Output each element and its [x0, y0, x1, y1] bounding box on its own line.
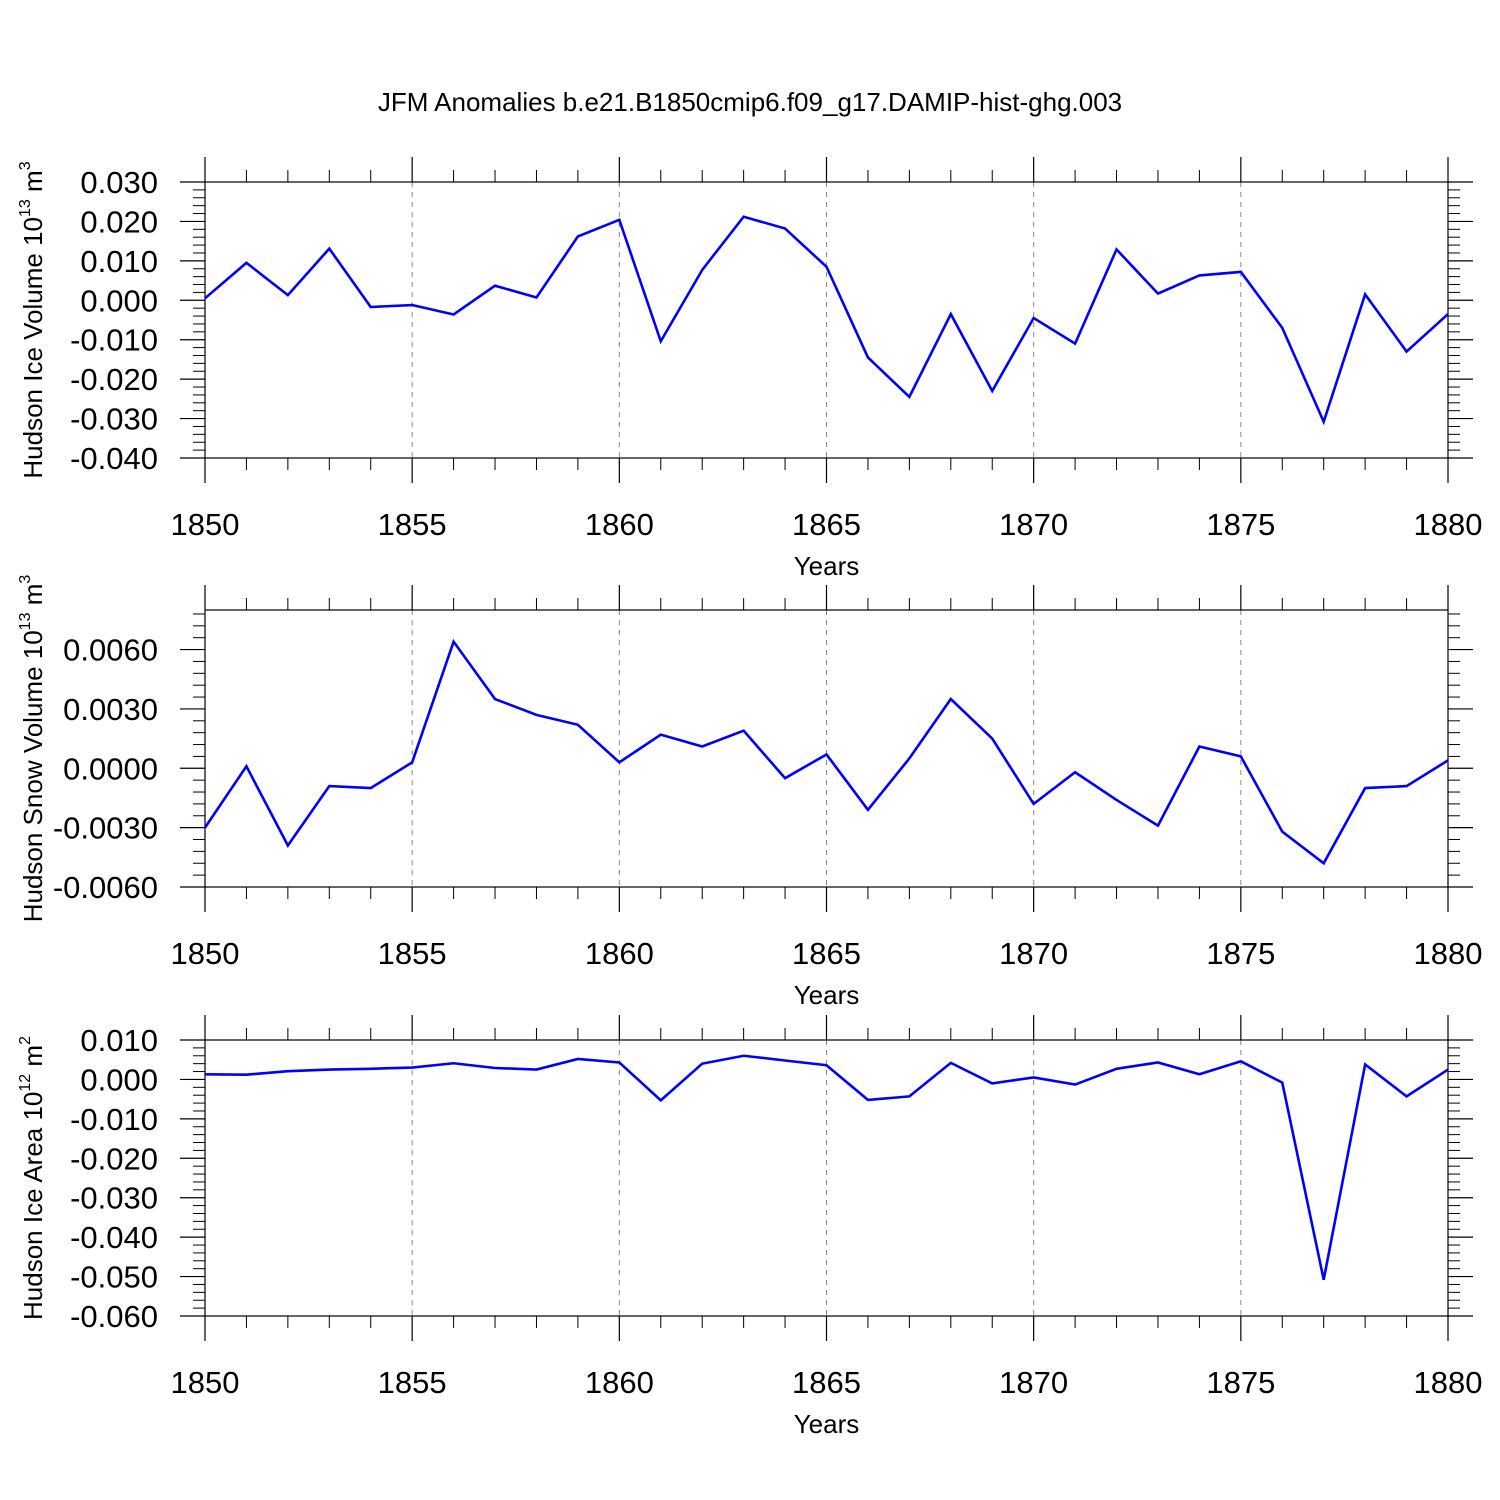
panel-1-x-tick-label: 1860: [585, 507, 654, 542]
panel-1-y-tick-label: 0.000: [80, 283, 158, 318]
panel-2-x-tick-label: 1850: [171, 936, 240, 971]
panel-1-y-tick-label: -0.030: [70, 402, 158, 437]
chart-title: JFM Anomalies b.e21.B1850cmip6.f09_g17.D…: [378, 87, 1122, 117]
panel-2-y-axis-label-part: 3: [17, 575, 34, 584]
panel-1-x-tick-label: 1875: [1206, 507, 1275, 542]
panel-3-x-tick-label: 1850: [171, 1365, 240, 1400]
panel-2-y-axis-label-part: Hudson Snow Volume 10: [18, 630, 48, 922]
panel-2-x-tick-label: 1875: [1206, 936, 1275, 971]
panel-2-series-line: [203, 638, 1449, 866]
panel-3-y-axis-label-part: 2: [17, 1036, 34, 1045]
panel-2-x-tick-label: 1880: [1414, 936, 1483, 971]
panel-1-x-tick-label: 1865: [792, 507, 861, 542]
panel-3-x-tick-label: 1870: [999, 1365, 1068, 1400]
panel-3-y-tick-label: -0.020: [70, 1141, 158, 1176]
panel-1-x-axis-label: Years: [794, 551, 860, 581]
panel-2-x-axis-label: Years: [794, 980, 860, 1010]
panel-3-x-tick-label: 1855: [378, 1365, 447, 1400]
panel-3-x-tick-label: 1860: [585, 1365, 654, 1400]
panel-1-y-tick-label: -0.010: [70, 323, 158, 358]
panel-1-y-tick-label: -0.040: [70, 441, 158, 476]
panel-3-y-axis-label-part: Hudson Ice Area 10: [18, 1092, 48, 1320]
panel-3-y-axis-label-part: 12: [17, 1074, 34, 1092]
panel-2-y-axis-label-part: m: [18, 584, 48, 613]
panel-1-series-line: [204, 215, 1449, 426]
panel-1-x-tick-label: 1855: [378, 507, 447, 542]
panel-2-x-tick-label: 1870: [999, 936, 1068, 971]
panel-2-y-tick-label: -0.0060: [53, 870, 158, 905]
panel-2-y-axis-label-part: 13: [17, 612, 34, 630]
panel-3-y-tick-label: -0.040: [70, 1220, 158, 1255]
panel-2-y-axis-label: Hudson Snow Volume 1013 m3: [17, 575, 48, 923]
panel-3-y-tick-label: -0.010: [70, 1102, 158, 1137]
panel-3-y-axis-label-part: m: [18, 1045, 48, 1074]
panel-3-x-axis-label: Years: [794, 1409, 860, 1439]
panel-1-y-axis-label-part: 13: [17, 199, 34, 217]
panel-1-y-axis-label-part: 3: [17, 161, 34, 170]
panel-3-y-tick-label: 0.000: [80, 1062, 158, 1097]
panel-1-y-tick-label: 0.020: [80, 204, 158, 239]
panel-3-y-tick-label: 0.010: [80, 1023, 158, 1058]
panel-1-y-axis-label-part: Hudson Ice Volume 10: [18, 217, 48, 479]
panel-3-y-tick-label: -0.030: [70, 1181, 158, 1216]
panel-3-x-tick-label: 1880: [1414, 1365, 1483, 1400]
panel-1-y-tick-label: -0.020: [70, 362, 158, 397]
panel-2-y-tick-label: -0.0030: [53, 811, 158, 846]
panel-1-x-tick-label: 1870: [999, 507, 1068, 542]
panel-1-y-axis-label: Hudson Ice Volume 1013 m3: [17, 161, 48, 478]
panel-1-y-tick-label: 0.030: [80, 165, 158, 200]
panel-3-y-tick-label: -0.060: [70, 1299, 158, 1334]
panel-2-y-tick-label: 0.0030: [63, 692, 158, 727]
panel-2-y-tick-label: 0.0000: [63, 751, 158, 786]
panel-2-x-tick-label: 1855: [378, 936, 447, 971]
panel-2-x-tick-label: 1860: [585, 936, 654, 971]
panel-2-y-tick-label: 0.0060: [63, 633, 158, 668]
panel-3-x-tick-label: 1865: [792, 1365, 861, 1400]
panel-1-y-axis-label-part: m: [18, 170, 48, 199]
panel-3-y-tick-label: -0.050: [70, 1260, 158, 1295]
panel-3-y-axis-label: Hudson Ice Area 1012 m2: [17, 1036, 48, 1320]
panel-3-series-line: [204, 1054, 1449, 1280]
panel-1-x-tick-label: 1880: [1414, 507, 1483, 542]
panel-2-x-tick-label: 1865: [792, 936, 861, 971]
panel-3-x-tick-label: 1875: [1206, 1365, 1275, 1400]
panel-1-x-tick-label: 1850: [171, 507, 240, 542]
panel-1-y-tick-label: 0.010: [80, 244, 158, 279]
